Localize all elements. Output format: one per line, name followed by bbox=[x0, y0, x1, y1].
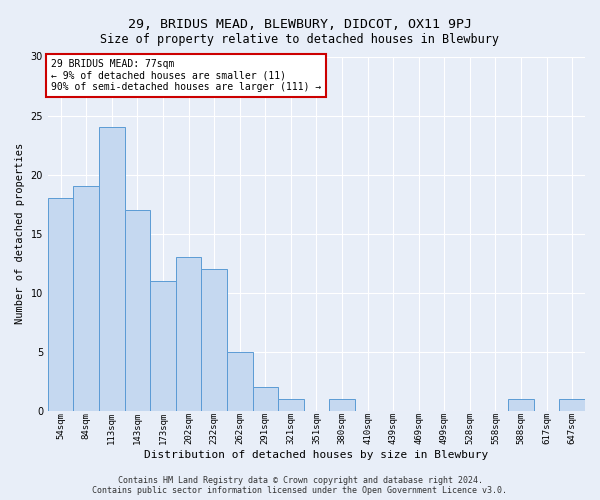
Bar bbox=[278, 399, 304, 411]
Bar bbox=[559, 399, 585, 411]
Bar bbox=[150, 281, 176, 411]
X-axis label: Distribution of detached houses by size in Blewbury: Distribution of detached houses by size … bbox=[145, 450, 488, 460]
Bar bbox=[176, 258, 202, 411]
Bar bbox=[329, 399, 355, 411]
Bar bbox=[202, 269, 227, 411]
Bar bbox=[48, 198, 73, 411]
Text: Contains HM Land Registry data © Crown copyright and database right 2024.
Contai: Contains HM Land Registry data © Crown c… bbox=[92, 476, 508, 495]
Bar bbox=[253, 387, 278, 411]
Text: 29, BRIDUS MEAD, BLEWBURY, DIDCOT, OX11 9PJ: 29, BRIDUS MEAD, BLEWBURY, DIDCOT, OX11 … bbox=[128, 18, 472, 30]
Bar bbox=[125, 210, 150, 411]
Bar bbox=[99, 128, 125, 411]
Bar bbox=[73, 186, 99, 411]
Y-axis label: Number of detached properties: Number of detached properties bbox=[15, 143, 25, 324]
Text: 29 BRIDUS MEAD: 77sqm
← 9% of detached houses are smaller (11)
90% of semi-detac: 29 BRIDUS MEAD: 77sqm ← 9% of detached h… bbox=[50, 60, 321, 92]
Bar bbox=[227, 352, 253, 411]
Bar bbox=[508, 399, 534, 411]
Text: Size of property relative to detached houses in Blewbury: Size of property relative to detached ho… bbox=[101, 32, 499, 46]
